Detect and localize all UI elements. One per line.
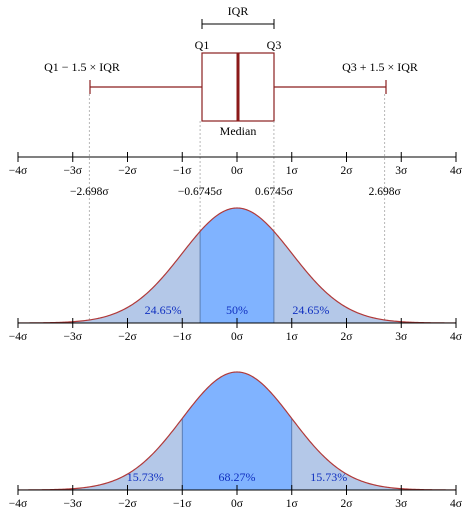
axis-tick-label: 4σ (450, 498, 463, 510)
upper-whisker-label: Q3 + 1.5 × IQR (342, 60, 418, 74)
axis-tick-label: −3σ (64, 498, 83, 510)
region-percent-label: 68.27% (219, 470, 256, 484)
axis-tick-label: 0σ (231, 165, 244, 177)
axis-tick-label: −1σ (173, 498, 192, 510)
axis-tick-label: 1σ (286, 498, 299, 510)
axis-tick-label: −2σ (118, 165, 137, 177)
distribution-region (200, 208, 274, 323)
axis-tick-label: 2σ (341, 498, 354, 510)
axis-tick-label: 0σ (231, 498, 244, 510)
quantile-value-label: 2.698σ (369, 186, 402, 198)
axis-tick-label: 3σ (395, 331, 408, 343)
region-percent-label: 50% (226, 303, 248, 317)
axis-tick-label: −1σ (173, 165, 192, 177)
axis-tick-label: −3σ (64, 331, 83, 343)
region-percent-label: 24.65% (145, 303, 182, 317)
axis-tick-label: 3σ (395, 498, 408, 510)
q1-label: Q1 (195, 38, 210, 52)
axis-tick-label: 4σ (450, 165, 463, 177)
axis-tick-label: 2σ (341, 165, 354, 177)
axis-tick-label: −2σ (118, 331, 137, 343)
quantile-value-label: −2.698σ (70, 186, 109, 198)
axis-tick-label: −4σ (9, 498, 28, 510)
distribution-region (18, 231, 201, 323)
quantile-value-labels: −2.698σ −0.6745σ 0.6745σ 2.698σ (70, 186, 402, 198)
sigma-axis-bottom: −4σ −3σ −2σ −1σ 0σ 1σ 2σ 3σ 4σ (9, 485, 463, 510)
distribution-region (291, 418, 456, 490)
distribution-region (273, 231, 456, 323)
axis-tick-label: −3σ (64, 165, 83, 177)
quantile-value-label: 0.6745σ (255, 186, 294, 198)
normal-distribution-iqr: 24.65% 50% 24.65% (18, 207, 456, 324)
axis-tick-label: 4σ (450, 331, 463, 343)
median-label: Median (220, 124, 257, 138)
sigma-axis-middle: −4σ −3σ −2σ −1σ 0σ 1σ 2σ 3σ 4σ (9, 318, 463, 343)
boxplot: IQR Q1 Q3 Median Q1 − 1.5 × IQR Q3 + 1.5… (44, 4, 418, 138)
axis-tick-label: 1σ (286, 165, 299, 177)
axis-tick-label: 1σ (286, 331, 299, 343)
q3-label: Q3 (267, 38, 282, 52)
sigma-axis-top: −4σ −3σ −2σ −1σ 0σ 1σ 2σ 3σ 4σ (9, 152, 463, 177)
distribution-curve (18, 371, 456, 491)
axis-tick-label: −2σ (118, 498, 137, 510)
normal-distribution-sigma: 15.73% 68.27% 15.73% (18, 371, 456, 491)
region-percent-label: 15.73% (127, 470, 164, 484)
lower-whisker-label: Q1 − 1.5 × IQR (44, 60, 120, 74)
distribution-region (182, 372, 292, 490)
axis-tick-label: 0σ (231, 331, 244, 343)
iqr-label: IQR (228, 4, 249, 18)
axis-tick-label: −4σ (9, 331, 28, 343)
distribution-region (18, 418, 183, 490)
axis-tick-label: −1σ (173, 331, 192, 343)
axis-tick-label: 3σ (395, 165, 408, 177)
axis-tick-label: 2σ (341, 331, 354, 343)
region-percent-label: 24.65% (292, 303, 329, 317)
distribution-curve (18, 207, 456, 324)
region-percent-label: 15.73% (310, 470, 347, 484)
quantile-value-label: −0.6745σ (178, 186, 223, 198)
axis-tick-label: −4σ (9, 165, 28, 177)
